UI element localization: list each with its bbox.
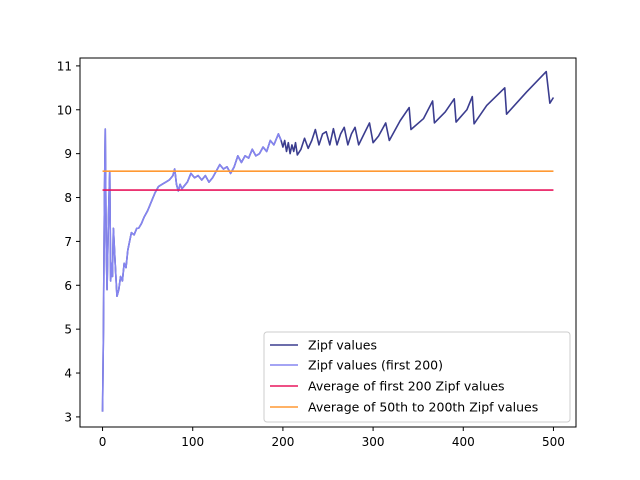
x-tick-label: 500 bbox=[542, 435, 565, 449]
y-axis: 3 4 5 6 7 8 9 10 11 bbox=[57, 59, 80, 424]
plot-frame bbox=[79, 57, 577, 428]
x-tick-label: 100 bbox=[181, 435, 204, 449]
y-tick-label: 3 bbox=[64, 410, 72, 424]
legend-label-avg-first-200: Average of first 200 Zipf values bbox=[308, 379, 505, 394]
x-axis: 0 100 200 300 400 500 bbox=[99, 427, 565, 449]
y-tick-label: 11 bbox=[57, 59, 72, 73]
y-tick-label: 8 bbox=[64, 191, 72, 205]
y-tick-label: 10 bbox=[57, 103, 72, 117]
y-tick-label: 6 bbox=[64, 279, 72, 293]
y-tick-label: 4 bbox=[64, 367, 72, 381]
legend-label-zipf-first-200: Zipf values (first 200) bbox=[308, 358, 443, 373]
y-tick-label: 9 bbox=[64, 147, 72, 161]
legend-box bbox=[263, 331, 571, 423]
x-tick-label: 400 bbox=[452, 435, 475, 449]
x-tick-label: 300 bbox=[362, 435, 385, 449]
legend: Zipf values Zipf values (first 200) Aver… bbox=[263, 331, 571, 423]
x-tick-label: 0 bbox=[99, 435, 107, 449]
series-layer bbox=[101, 70, 555, 412]
legend-label-zipf-values: Zipf values bbox=[308, 338, 377, 353]
y-tick-label: 7 bbox=[64, 235, 72, 249]
legend-label-avg-50-200: Average of 50th to 200th Zipf values bbox=[308, 400, 538, 415]
y-tick-label: 5 bbox=[64, 323, 72, 337]
series-line-zipf-first-200 bbox=[101, 128, 282, 412]
x-tick-label: 200 bbox=[271, 435, 294, 449]
